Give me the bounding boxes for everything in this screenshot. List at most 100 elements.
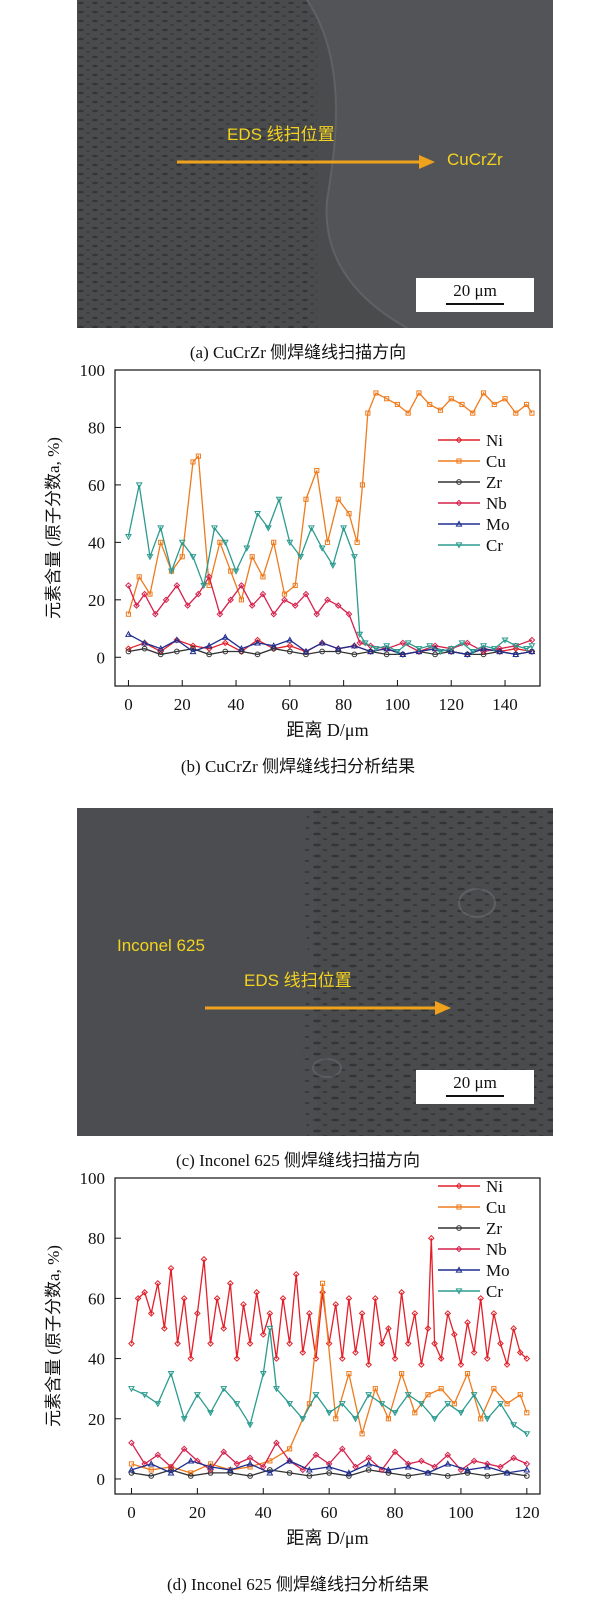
x-tick-label: 20	[174, 695, 191, 714]
data-point-cu	[335, 496, 341, 502]
series-line-nb	[127, 575, 533, 653]
data-point-nb	[216, 610, 224, 618]
data-point-cr	[404, 1392, 412, 1399]
data-point-cr	[180, 1416, 188, 1423]
data-point-zr	[383, 651, 390, 658]
data-point-mo	[399, 650, 407, 657]
data-point-mo	[325, 1463, 333, 1470]
data-point-ni	[292, 1270, 300, 1278]
data-point-cr	[189, 554, 197, 561]
data-point-cr	[259, 1371, 267, 1378]
y-tick-label: 20	[88, 591, 105, 610]
data-point-ni	[424, 1325, 432, 1332]
caption-d: (d) Inconel 625 侧焊缝线扫分析结果	[166, 1575, 430, 1594]
data-point-ni	[437, 1355, 445, 1362]
legend-label: Cr	[486, 1282, 503, 1301]
data-point-cu	[372, 1386, 378, 1392]
data-point-cr	[135, 482, 143, 489]
data-point-ni	[221, 639, 229, 647]
x-axis-label: 距离 D/μm	[286, 720, 368, 740]
data-point-cu	[158, 539, 164, 545]
data-point-cr	[457, 1410, 465, 1417]
data-point-mo	[528, 647, 536, 655]
data-point-nb	[281, 596, 288, 604]
data-point-ni	[174, 1340, 181, 1347]
data-point-nb	[528, 636, 536, 644]
data-point-ni	[352, 1349, 359, 1356]
data-point-cr	[512, 643, 520, 650]
data-point-zr	[464, 1470, 471, 1476]
legend-label: Zr	[486, 1219, 502, 1238]
data-point-cr	[340, 525, 348, 532]
data-point-ni	[427, 1234, 435, 1242]
data-point-mo	[334, 645, 342, 652]
chart-inconel-linescan: 0 20 40 60 80 100 0 20 40 60 80 100 120 距离 D/μm 元素含量 (…	[44, 1170, 541, 1548]
series-nb	[128, 1439, 531, 1474]
data-point-cu	[480, 390, 487, 396]
data-point-cr	[264, 525, 272, 532]
data-point-nb	[334, 602, 342, 609]
data-point-nb	[497, 1463, 504, 1471]
data-point-cu	[517, 1392, 523, 1398]
data-point-cr	[286, 1401, 294, 1408]
data-point-cr	[168, 568, 175, 575]
data-point-cu	[292, 582, 298, 589]
data-point-cu	[427, 401, 433, 408]
data-point-cu	[456, 458, 462, 464]
data-point-cr	[220, 1386, 228, 1393]
scale-bar: 20 μm	[416, 1070, 534, 1104]
legend-entry-nb: Nb	[438, 1240, 507, 1259]
data-point-cr	[350, 554, 358, 561]
data-point-mo	[463, 650, 471, 657]
data-point-cu	[247, 1464, 253, 1470]
x-tick-label: 100	[385, 695, 411, 714]
data-point-cu	[384, 396, 390, 402]
x-tick-label: 120	[514, 1503, 540, 1522]
data-point-mo	[496, 647, 504, 655]
data-point-cu	[359, 1431, 365, 1437]
data-point-ni	[339, 1355, 346, 1362]
x-tick-label: 120	[438, 695, 464, 714]
data-point-cr	[352, 1416, 359, 1423]
legend-label: Mo	[486, 1261, 510, 1280]
data-point-zr	[141, 645, 148, 652]
data-point-ni	[510, 1325, 517, 1332]
data-point-nb	[128, 1439, 135, 1447]
data-point-ni	[167, 1264, 175, 1272]
scan-direction-arrow	[177, 155, 435, 169]
data-point-ni	[173, 636, 181, 644]
data-point-cr	[266, 1325, 274, 1333]
data-point-ni	[431, 1340, 438, 1347]
data-point-ni	[286, 1340, 293, 1347]
arrow-label: EDS 线扫位置	[244, 971, 352, 990]
data-point-zr	[444, 1473, 451, 1479]
data-point-cu	[425, 1392, 431, 1398]
arrow-label: EDS 线扫位置	[227, 125, 335, 144]
data-point-cr	[455, 1288, 463, 1295]
data-point-cr	[128, 1386, 135, 1393]
data-point-nb	[233, 1460, 241, 1468]
data-point-cu	[523, 401, 530, 408]
data-point-cr	[286, 539, 294, 546]
data-point-ni	[385, 1325, 392, 1332]
data-point-cr	[233, 1401, 241, 1408]
data-point-zr	[351, 651, 358, 658]
data-point-zr	[286, 1470, 293, 1476]
legend-entry-zr: Zr	[438, 473, 502, 492]
series-line-mo	[131, 1460, 527, 1474]
data-point-ni	[207, 1340, 214, 1347]
plot-frame	[114, 369, 541, 687]
data-point-cu	[365, 410, 371, 416]
data-point-ni	[240, 1301, 247, 1308]
data-point-nb	[248, 602, 256, 609]
data-point-cr	[490, 646, 498, 653]
data-point-cr	[510, 1422, 518, 1429]
data-point-cr	[523, 646, 531, 653]
data-point-cu	[228, 568, 234, 574]
data-point-cr	[299, 1416, 307, 1423]
caption-a: (a) CuCrZr 侧焊缝线扫描方向	[189, 343, 407, 362]
data-point-cu	[359, 482, 366, 488]
data-point-cu	[346, 1371, 352, 1377]
series-cu	[125, 390, 535, 617]
legend-entry-ni: Ni	[438, 431, 503, 450]
